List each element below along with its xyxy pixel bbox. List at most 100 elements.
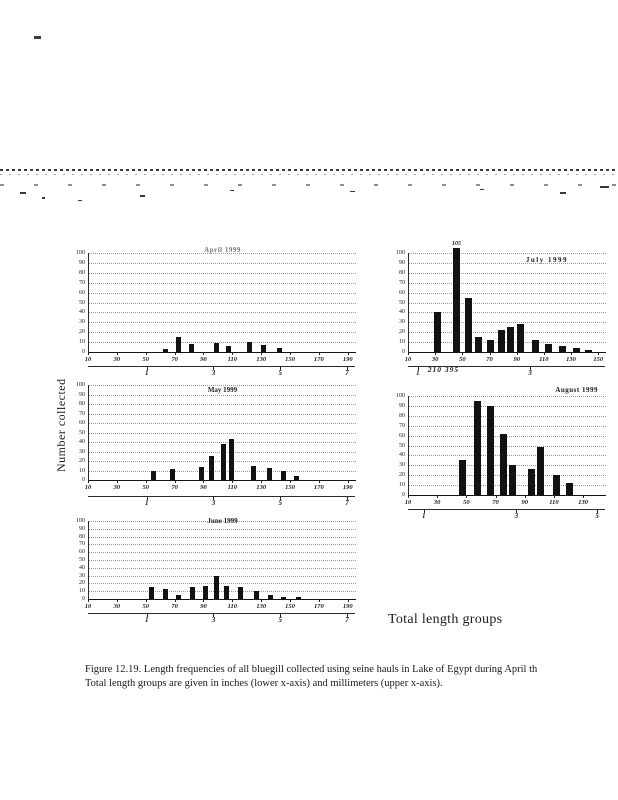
bar	[175, 337, 181, 352]
bar	[536, 447, 544, 495]
x-tick-label-mm: 70	[171, 484, 178, 491]
gridline	[89, 272, 356, 274]
x-tick-label-mm: 110	[539, 356, 549, 363]
figure-caption: Figure 12.19. Length frequencies of all …	[85, 663, 607, 691]
y-tick-label: 60	[79, 549, 85, 556]
y-tick-label: 10	[79, 467, 85, 474]
scan-speck	[34, 36, 41, 39]
gridline	[89, 521, 356, 522]
y-tick-label: 80	[399, 412, 405, 419]
y-tick-label: 40	[399, 452, 405, 459]
x-tick	[346, 614, 348, 617]
y-tick-label: 90	[79, 259, 85, 266]
gridline	[89, 552, 356, 554]
y-tick-label: 50	[79, 557, 85, 563]
y-tick-label: 80	[79, 533, 85, 540]
gridline	[409, 475, 606, 477]
bar	[175, 595, 181, 599]
gridline	[89, 423, 356, 424]
x-tick	[174, 480, 176, 483]
x-axis-mm: 10 30 50 70 90 110 130 150 170 190	[84, 599, 355, 611]
chart-title: August 1999	[555, 386, 598, 394]
gridline	[89, 575, 356, 577]
scan-noise-line	[0, 184, 618, 186]
x-tick-label-mm: 90	[521, 499, 528, 506]
x-tick-label-mm: 90	[513, 356, 520, 363]
x-tick	[232, 599, 234, 602]
x-tick	[213, 367, 215, 370]
gridline	[409, 465, 606, 467]
x-tick	[203, 480, 205, 483]
scan-speck	[480, 189, 484, 190]
gridline	[409, 445, 606, 447]
x-tick	[417, 367, 419, 370]
x-tick-label-mm: 10	[84, 603, 92, 610]
bar	[226, 346, 232, 352]
x-tick	[543, 352, 545, 355]
x-axis-inch: 1 3 5	[408, 509, 605, 521]
x-tick-label-mm: 190	[342, 603, 353, 610]
bar	[281, 596, 287, 599]
y-axis: 0 10 20 30 40 50 60 70 80 90 100	[66, 382, 88, 483]
x-tick	[347, 352, 349, 355]
x-tick	[174, 352, 176, 355]
scan-speck	[140, 195, 145, 197]
x-tick-label-inch: 5	[278, 616, 282, 624]
y-tick-label: 40	[399, 309, 405, 316]
x-tick-label-mm: 170	[314, 484, 324, 491]
y-tick-label: 70	[79, 541, 85, 548]
gridline	[89, 536, 356, 538]
x-tick	[318, 480, 320, 483]
x-tick	[145, 599, 147, 602]
chart-title: May 1999	[207, 386, 238, 394]
gridline	[409, 435, 606, 437]
x-axis-label: Total length groups	[388, 612, 503, 627]
bar	[459, 460, 467, 495]
x-axis-inch: 1 3 5 7	[88, 613, 355, 625]
y-tick-label: 60	[79, 420, 85, 426]
gridline	[409, 282, 606, 284]
gridline	[89, 262, 356, 264]
x-tick	[489, 352, 491, 355]
y-tick-label: 80	[79, 401, 85, 407]
y-tick-label: 80	[399, 269, 405, 276]
scan-speck	[42, 197, 45, 199]
plot-area: April 1999	[88, 246, 356, 353]
x-tick	[495, 495, 497, 498]
gridline	[409, 292, 606, 294]
x-tick-label-mm: 50	[463, 499, 470, 506]
bar	[261, 345, 267, 352]
y-tick-label: 20	[79, 458, 85, 464]
chart-title: July 1999	[525, 256, 568, 264]
x-tick	[347, 599, 349, 602]
scan-noise-line	[0, 169, 618, 171]
x-tick	[597, 510, 599, 513]
bar	[295, 597, 301, 599]
bar	[507, 327, 515, 352]
scan-speck	[78, 200, 82, 201]
bar	[566, 483, 574, 495]
y-tick-label: 70	[399, 422, 405, 429]
y-tick-label: 0	[402, 349, 405, 355]
bar	[552, 475, 560, 495]
x-tick-label-mm: 130	[256, 603, 267, 610]
x-tick-label-mm: 50	[142, 603, 149, 610]
x-tick	[88, 352, 89, 355]
bar	[238, 587, 244, 599]
x-tick	[516, 352, 518, 355]
bar	[209, 456, 215, 480]
gridline	[409, 405, 606, 407]
y-tick-label: 30	[79, 572, 85, 579]
x-tick	[280, 367, 282, 370]
scan-noise-line	[0, 174, 618, 175]
bar	[509, 465, 517, 495]
x-tick-label-inch: 5	[595, 512, 599, 520]
bar	[474, 337, 482, 352]
bar	[151, 470, 157, 480]
gridline	[89, 591, 356, 593]
scan-speck	[600, 186, 609, 188]
x-axis-mm: 10 30 50 70 90 110 130 150 170 190	[85, 480, 355, 492]
x-tick-label-inch: 7	[345, 369, 349, 377]
x-tick	[146, 614, 148, 617]
